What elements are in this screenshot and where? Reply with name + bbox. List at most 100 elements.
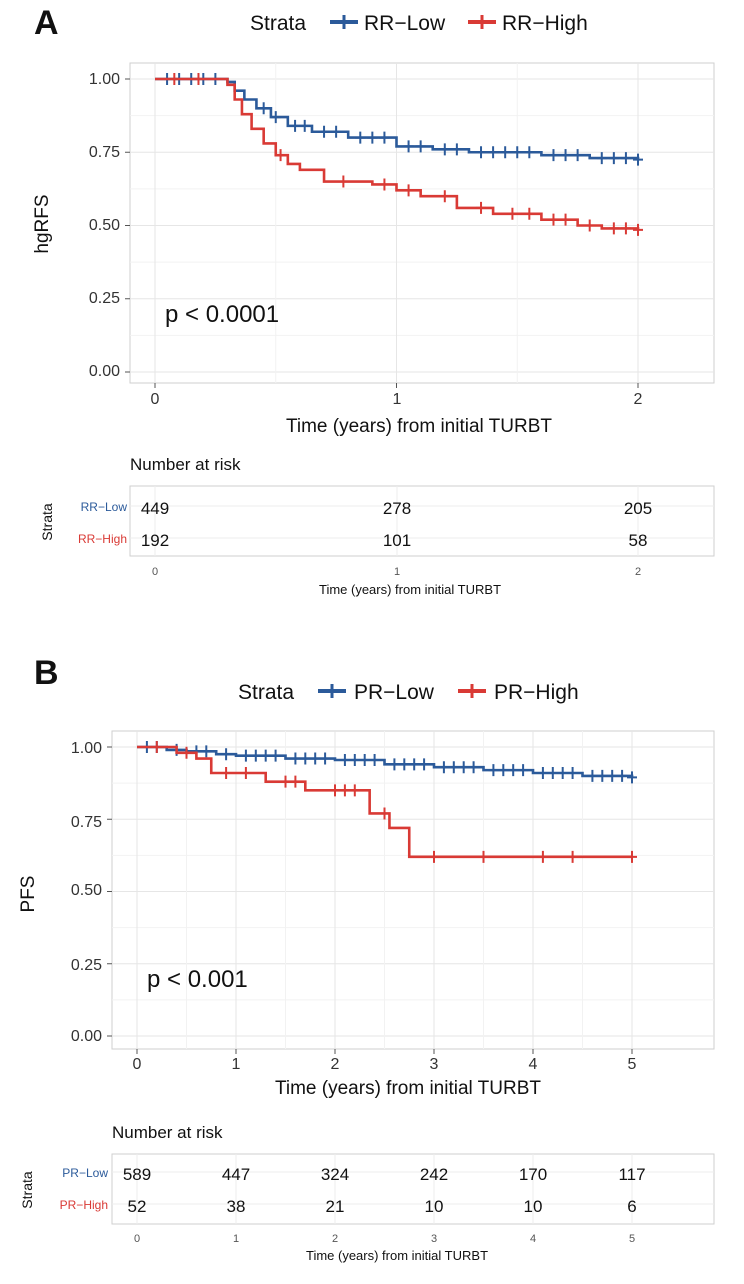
panel-b-censor-low-9 <box>270 749 281 762</box>
panel-a-censor-high-12 <box>584 219 595 232</box>
panel-a-censor-low-14 <box>403 140 414 153</box>
panel-a-p-value: p < 0.0001 <box>165 301 279 328</box>
panel-b-censor-low-24 <box>458 761 469 774</box>
panel-b-censor-high-7 <box>339 784 350 797</box>
panel-b-censor-low-31 <box>547 767 558 780</box>
panel-a-censor-low-22 <box>524 146 535 159</box>
panel-b-censor-low-36 <box>607 769 618 782</box>
panel-a-censor-high-9 <box>524 207 535 220</box>
panel-a-curves <box>155 73 643 236</box>
panel-a-censor-low-9 <box>319 125 330 138</box>
panel-b-censor-low-32 <box>557 767 568 780</box>
panel-a-censor-low-23 <box>548 149 559 162</box>
panel-b-ytick-075: 0.75 <box>71 814 102 831</box>
panel-b-censor-low-28 <box>508 764 519 777</box>
panel-a-censor-high-10 <box>548 213 559 226</box>
panel-a-risk-table: Number at risk Strata RR−Low RR−High 449… <box>39 455 715 597</box>
panel-b-risk-xtick-2: 2 <box>332 1233 338 1245</box>
panel-b-risk-table: Number at risk Strata PR−Low PR−High 589… <box>19 1123 715 1263</box>
panel-a-risk-label-high: RR−High <box>78 532 127 546</box>
panel-b-censor-high-8 <box>349 784 360 797</box>
panel-a-censor-high-4 <box>379 178 390 191</box>
panel-b-legend: Strata PR−Low PR−High <box>238 681 579 704</box>
panel-b-censor-low-7 <box>250 749 261 762</box>
panel-b-censor-low-15 <box>349 754 360 767</box>
panel-b: B Strata PR−Low PR−High 1.00 0.75 0.50 0… <box>18 654 715 1263</box>
panel-b-censor-low-10 <box>290 752 301 765</box>
panel-a-censor-low-27 <box>608 152 619 165</box>
panel-b-p-value: p < 0.001 <box>147 966 248 993</box>
panel-a-risk-high-t2: 58 <box>629 531 648 550</box>
panel-b-censor-low-38 <box>627 771 637 784</box>
panel-a-censor-low-18 <box>476 146 487 159</box>
panel-b-censor-low-5 <box>221 748 232 761</box>
panel-b-risk-low-t3: 242 <box>420 1165 448 1184</box>
panel-a-censor-high-2 <box>275 149 286 162</box>
panel-a-censor-low-26 <box>596 152 607 165</box>
panel-b-grid <box>107 731 714 1054</box>
panel-a-censor-high-7 <box>476 201 487 214</box>
panel-a-censor-low-10 <box>331 125 342 138</box>
panel-b-y-axis-title: PFS <box>18 876 39 913</box>
panel-b-risk-low-t4: 170 <box>519 1165 547 1184</box>
panel-a-risk-label-low: RR−Low <box>81 500 128 514</box>
panel-b-risk-label-low: PR−Low <box>62 1166 108 1180</box>
panel-a-censor-low-24 <box>560 149 571 162</box>
panel-b-censor-low-18 <box>389 758 400 771</box>
panel-b-censor-low-17 <box>369 754 380 767</box>
panel-a: A Strata RR−Low RR−High 1.00 0.75 0.50 0… <box>32 4 715 597</box>
panel-b-censor-low-33 <box>567 767 578 780</box>
panel-b-risk-frame <box>111 1153 715 1225</box>
panel-b-censor-low-35 <box>597 769 608 782</box>
panel-b-censor-high-14 <box>627 850 637 863</box>
panel-b-curves <box>137 741 637 863</box>
panel-a-censor-high-15 <box>633 223 643 236</box>
panel-a-xtick-2: 2 <box>634 391 643 408</box>
panel-b-censor-low-27 <box>498 764 509 777</box>
panel-b-risk-high-t5: 6 <box>627 1197 636 1216</box>
panel-a-censor-high-5 <box>403 184 414 197</box>
panel-a-risk-xtick-1: 1 <box>394 566 400 578</box>
panel-a-censor-low-7 <box>290 119 301 132</box>
panel-a-censor-high-8 <box>507 207 518 220</box>
panel-a-legend-title: Strata <box>250 12 306 35</box>
panel-b-risk-low-t0: 589 <box>123 1165 151 1184</box>
panel-b-risk-xlabel: Time (years) from initial TURBT <box>306 1248 488 1263</box>
panel-a-ytick-025: 0.25 <box>89 290 120 307</box>
panel-b-x-ticks: 0 1 2 3 4 5 <box>133 1056 637 1073</box>
panel-b-risk-xtick-4: 4 <box>530 1233 536 1245</box>
panel-a-censor-low-15 <box>415 140 426 153</box>
panel-b-risk-high-t1: 38 <box>227 1197 246 1216</box>
panel-b-risk-xtick-5: 5 <box>629 1233 635 1245</box>
panel-b-censor-high-3 <box>240 767 251 780</box>
panel-b-ytick-1: 1.00 <box>71 740 102 757</box>
panel-b-risk-title: Number at risk <box>112 1123 223 1142</box>
panel-b-risk-xtick-1: 1 <box>233 1233 239 1245</box>
panel-a-ytick-075: 0.75 <box>89 144 120 161</box>
panel-a-risk-low-t2: 205 <box>624 499 652 518</box>
panel-b-censor-low-34 <box>587 769 598 782</box>
panel-a-curve-low <box>155 77 640 160</box>
panel-a-letter: A <box>34 4 59 42</box>
panel-b-censor-low-29 <box>518 764 529 777</box>
panel-b-x-axis-title: Time (years) from initial TURBT <box>275 1078 541 1099</box>
panel-b-risk-label-high: PR−High <box>60 1198 108 1212</box>
panel-a-censor-low-13 <box>379 131 390 144</box>
panel-b-censor-low-6 <box>240 749 251 762</box>
panel-b-risk-xtick-3: 3 <box>431 1233 437 1245</box>
panel-b-risk-low-t5: 117 <box>618 1165 645 1184</box>
panel-b-censor-low-16 <box>359 754 370 767</box>
panel-a-legend: Strata RR−Low RR−High <box>250 12 588 35</box>
panel-b-legend-title: Strata <box>238 681 294 704</box>
panel-a-ytick-050: 0.50 <box>89 217 120 234</box>
panel-a-y-ticks: 1.00 0.75 0.50 0.25 0.00 <box>89 71 120 380</box>
panel-a-xtick-0: 0 <box>151 391 160 408</box>
panel-a-censor-low-6 <box>270 111 281 124</box>
panel-b-risk-high-t2: 21 <box>326 1197 345 1216</box>
panel-a-censor-high-11 <box>560 213 571 226</box>
panel-b-censor-low-13 <box>320 752 331 765</box>
panel-b-xtick-3: 3 <box>430 1056 439 1073</box>
panel-b-censor-low-22 <box>438 761 449 774</box>
panel-a-x-axis-title: Time (years) from initial TURBT <box>286 416 552 437</box>
